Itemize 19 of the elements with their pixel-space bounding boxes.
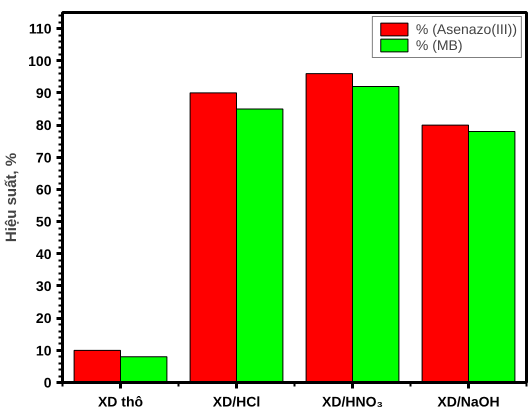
x-tick-label: XD/NaOH <box>437 394 500 410</box>
y-tick-label: 40 <box>36 246 52 262</box>
x-tick-label: XD/HNO₃ <box>322 394 383 410</box>
y-tick-label: 70 <box>36 149 52 166</box>
x-tick-label: XD/HCl <box>212 394 260 410</box>
x-tick-label: XD thô <box>98 394 144 410</box>
y-tick-label: 30 <box>36 278 52 294</box>
legend-label: % (Asenazo(III)) <box>416 21 517 37</box>
legend-label: % (MB) <box>416 37 463 53</box>
y-tick-label: 100 <box>28 52 52 69</box>
y-tick-label: 10 <box>36 342 52 358</box>
y-tick-label: 20 <box>36 310 52 326</box>
y-tick-label: 80 <box>36 117 52 134</box>
y-tick-label: 50 <box>36 214 52 230</box>
y-axis-title: Hiệu suất, % <box>3 152 20 242</box>
y-tick-label: 90 <box>36 84 52 101</box>
y-tick-label: 110 <box>28 20 52 37</box>
y-tick-label: 0 <box>44 374 52 390</box>
y-tick-label: 60 <box>36 181 52 198</box>
